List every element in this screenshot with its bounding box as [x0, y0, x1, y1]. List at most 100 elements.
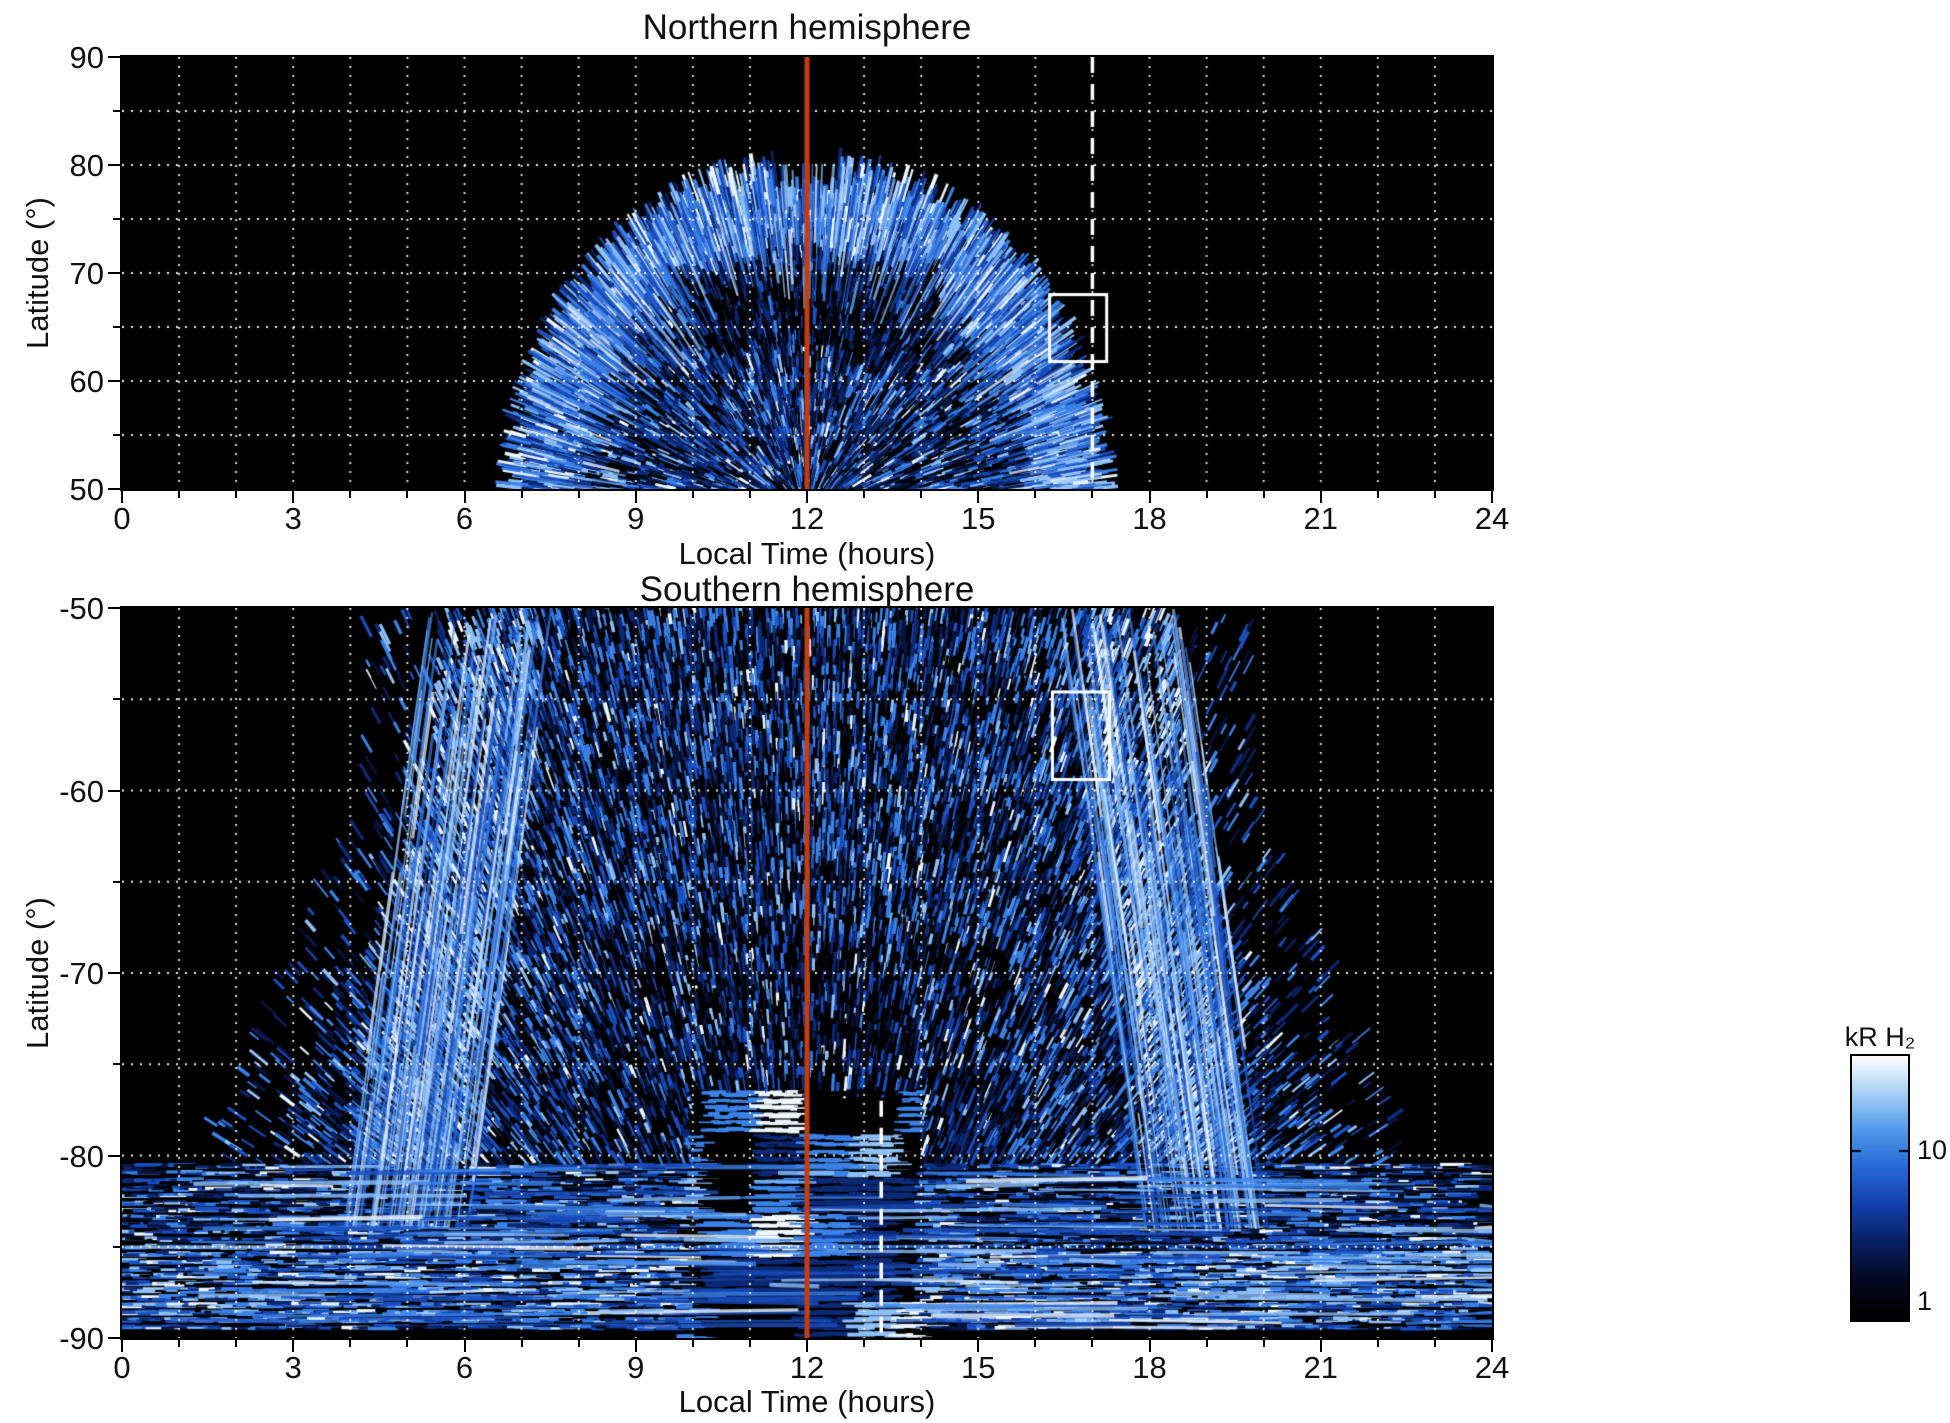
- x-axis-tick-mark: [463, 491, 466, 503]
- x-axis-tick-mark: [863, 1340, 866, 1347]
- x-tick-label: 3: [284, 501, 302, 536]
- x-tick-label: 0: [113, 1350, 131, 1385]
- x-axis-tick-mark: [920, 491, 923, 498]
- y-axis-tick-mark: [108, 164, 120, 166]
- x-tick-label: 18: [1132, 501, 1167, 536]
- y-axis-tick-mark: [113, 1245, 120, 1248]
- y-axis-tick-mark: [108, 488, 120, 490]
- x-tick-label: 6: [455, 1350, 474, 1385]
- x-axis-tick-mark: [691, 491, 694, 498]
- x-tick-label: 21: [1303, 1350, 1338, 1385]
- x-axis-tick-mark: [1091, 1340, 1094, 1347]
- y-axis-tick-mark: [108, 972, 120, 974]
- y-tick-label: -60: [59, 773, 104, 809]
- x-tick-label: 12: [789, 1350, 825, 1385]
- x-axis-tick-mark: [634, 491, 637, 503]
- x-axis-tick-mark: [634, 1340, 637, 1352]
- x-axis-tick-mark: [1091, 491, 1094, 498]
- x-axis-tick-mark: [121, 491, 123, 503]
- south-plot-area: [120, 606, 1494, 1340]
- y-axis-tick-mark: [113, 880, 120, 883]
- x-axis-tick-mark: [977, 491, 980, 503]
- x-axis-tick-mark: [1433, 1340, 1436, 1347]
- x-axis-tick-mark: [463, 1340, 466, 1352]
- x-axis-tick-mark: [1205, 491, 1208, 498]
- y-axis-tick-mark: [113, 434, 120, 436]
- x-axis-tick-mark: [292, 1340, 295, 1352]
- x-axis-tick-mark: [806, 1340, 808, 1352]
- x-axis-tick-mark: [691, 1340, 694, 1347]
- x-tick-label: 24: [1474, 501, 1510, 536]
- x-axis-tick-mark: [577, 1340, 580, 1347]
- x-axis-tick-mark: [235, 1340, 238, 1347]
- x-axis-tick-mark: [1148, 491, 1151, 503]
- x-tick-label: 3: [284, 1350, 302, 1385]
- colorbar-tick-label-10: 10: [1917, 1135, 1948, 1166]
- colorbar: [1850, 1054, 1910, 1322]
- x-axis-tick-mark: [406, 1340, 409, 1347]
- x-axis-tick-mark: [1319, 491, 1322, 503]
- y-tick-label: 70: [69, 256, 104, 291]
- x-tick-label: 21: [1303, 501, 1338, 536]
- y-tick-label: -80: [59, 1138, 104, 1174]
- x-tick-label: 15: [961, 501, 996, 536]
- y-tick-label: 80: [69, 148, 104, 183]
- y-axis-tick-mark: [113, 110, 120, 112]
- north-x-axis-label: Local Time (hours): [678, 536, 936, 571]
- y-tick-label: 90: [69, 40, 104, 75]
- y-axis-tick-mark: [108, 1154, 120, 1157]
- y-tick-label: 50: [69, 472, 104, 507]
- x-tick-label: 18: [1132, 1350, 1167, 1385]
- y-axis-tick-mark: [108, 607, 120, 609]
- x-tick-label: 0: [113, 501, 131, 536]
- x-axis-tick-mark: [977, 1340, 980, 1352]
- x-axis-tick-mark: [520, 491, 523, 498]
- south-x-axis-label: Local Time (hours): [678, 1384, 936, 1419]
- y-tick-label: -50: [59, 591, 104, 626]
- x-axis-tick-mark: [1376, 491, 1379, 498]
- x-axis-tick-mark: [1262, 1340, 1265, 1347]
- y-tick-label: -70: [59, 956, 104, 991]
- x-axis-tick-mark: [1491, 491, 1493, 503]
- x-axis-tick-mark: [1433, 491, 1436, 498]
- y-axis-tick-mark: [108, 272, 120, 274]
- x-axis-tick-mark: [1148, 1340, 1151, 1352]
- x-tick-label: 12: [789, 501, 825, 536]
- x-axis-tick-mark: [863, 491, 866, 498]
- x-axis-tick-mark: [178, 491, 181, 498]
- x-axis-tick-mark: [1376, 1340, 1379, 1347]
- south-plot-title: Southern hemisphere: [639, 570, 975, 609]
- x-tick-label: 15: [961, 1350, 996, 1385]
- colorbar-gradient-canvas: [1852, 1056, 1908, 1320]
- x-axis-tick-mark: [178, 1340, 181, 1347]
- x-axis-tick-mark: [1034, 491, 1037, 498]
- y-axis-tick-mark: [113, 218, 120, 220]
- y-axis-tick-mark: [108, 380, 120, 382]
- x-axis-tick-mark: [748, 1340, 751, 1347]
- y-tick-label: -90: [59, 1321, 104, 1356]
- y-axis-tick-mark: [113, 326, 120, 328]
- x-tick-label: 24: [1474, 1350, 1510, 1385]
- x-axis-tick-mark: [748, 491, 751, 498]
- x-tick-label: 6: [455, 501, 474, 536]
- x-axis-tick-mark: [1319, 1340, 1322, 1352]
- y-axis-tick-mark: [113, 698, 120, 701]
- x-axis-tick-mark: [1205, 1340, 1208, 1347]
- x-axis-tick-mark: [920, 1340, 923, 1347]
- x-axis-tick-mark: [292, 491, 295, 503]
- x-axis-tick-mark: [1034, 1340, 1037, 1347]
- x-tick-label: 9: [627, 501, 645, 536]
- y-tick-label: 60: [69, 364, 104, 399]
- x-axis-tick-mark: [520, 1340, 523, 1347]
- north-plot-title: Northern hemisphere: [642, 8, 972, 47]
- x-axis-tick-mark: [577, 491, 580, 498]
- x-axis-tick-mark: [349, 491, 352, 498]
- y-axis-tick-mark: [108, 56, 120, 58]
- x-axis-tick-mark: [1491, 1340, 1493, 1352]
- x-axis-tick-mark: [406, 491, 409, 498]
- x-axis-tick-mark: [235, 491, 238, 498]
- x-axis-tick-mark: [121, 1340, 123, 1352]
- y-axis-tick-mark: [113, 1063, 120, 1066]
- south-heatmap-canvas: [122, 608, 1492, 1338]
